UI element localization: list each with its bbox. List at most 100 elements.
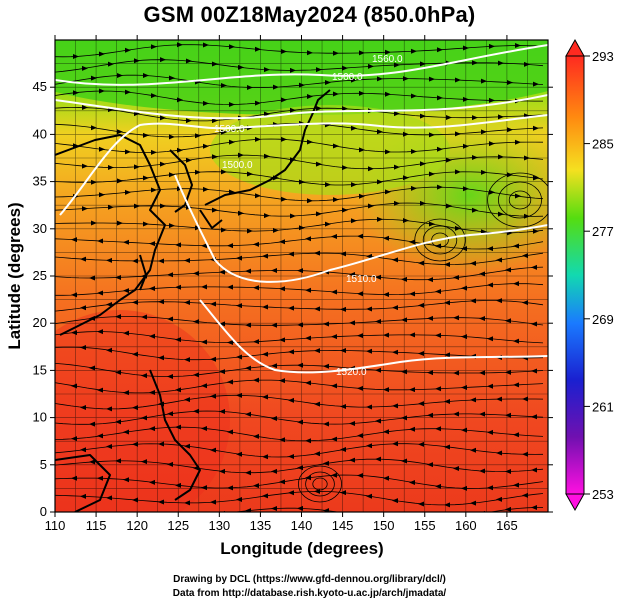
colorbar-tick-label: 277 [592, 224, 614, 239]
wind-arrow [505, 318, 511, 324]
wind-arrow [151, 149, 157, 155]
wind-arrow [401, 518, 407, 523]
wind-arrow [82, 105, 88, 111]
wind-arrow [253, 339, 259, 345]
wind-arrow [160, 57, 166, 63]
map-title: GSM 00Z18May2024 (850.0hPa) [143, 2, 476, 27]
wind-arrow [429, 221, 435, 227]
wind-arrow [453, 411, 459, 417]
wind-arrow [108, 61, 114, 67]
wind-arrow [409, 332, 415, 338]
wind-arrow [273, 84, 279, 90]
credit-data: Data from http://database.rish.kyoto-u.a… [172, 588, 447, 599]
wind-arrow [221, 227, 227, 233]
wind-arrow [247, 228, 253, 234]
wind-arrow [108, 204, 114, 210]
wind-arrow [316, 211, 322, 217]
wind-arrow [435, 332, 441, 338]
wind-arrow [366, 306, 372, 312]
wind-arrow [184, 500, 190, 506]
wind-arrow [349, 271, 355, 277]
wind-arrow [515, 193, 521, 199]
wind-arrow [82, 206, 88, 212]
wind-arrow [195, 133, 201, 139]
colorbar: 293 285 277 269 261 253 [565, 38, 614, 512]
wind-arrow [418, 501, 424, 507]
wind-arrow [125, 89, 131, 95]
coastline-korea [169, 149, 193, 213]
wind-arrow [89, 275, 95, 281]
wind-arrow [227, 429, 233, 435]
wind-arrow [323, 508, 329, 512]
wind-arrow [106, 302, 112, 308]
wind-arrow [184, 258, 190, 264]
wind-arrow [143, 132, 149, 138]
wind-arrow [193, 372, 199, 378]
wind-arrow [359, 147, 365, 153]
wind-arrow [513, 482, 519, 488]
y-tick-label: 45 [33, 79, 47, 94]
wind-arrow [271, 468, 277, 474]
coastline-taiwan [139, 254, 147, 291]
wind-arrow [314, 451, 320, 457]
wind-arrow [383, 292, 389, 298]
wind-arrow [461, 385, 467, 391]
wind-arrow [212, 207, 218, 213]
wind-arrow [80, 447, 86, 453]
wind-arrow [394, 62, 400, 68]
wind-arrow [108, 165, 114, 171]
wind-arrow [288, 454, 294, 460]
wind-arrow [513, 432, 519, 438]
wind-arrow [297, 419, 303, 425]
wind-arrow [531, 467, 537, 473]
wind-arrow [375, 367, 381, 373]
wind-arrow [325, 221, 331, 227]
y-tick-label: 5 [40, 457, 47, 472]
wind-arrow [333, 197, 339, 203]
cool-region-north [55, 40, 548, 115]
wind-arrow [307, 139, 313, 145]
wind-arrow [175, 424, 181, 430]
y-tick-label: 25 [33, 268, 47, 283]
wind-arrow [97, 290, 103, 296]
wind-arrow [82, 163, 88, 169]
wind-arrow [411, 93, 417, 99]
coastline-kyushu [199, 209, 223, 229]
wind-arrow [357, 291, 363, 297]
wind-arrow [212, 154, 218, 160]
wind-arrow [238, 152, 244, 158]
wind-arrow [481, 78, 487, 84]
circulation-swirl [487, 172, 548, 228]
wind-arrow [255, 46, 261, 52]
wind-arrow [195, 169, 201, 175]
wind-arrow [290, 213, 296, 219]
x-tick-label: 110 [45, 518, 66, 533]
wind-arrow [123, 288, 129, 294]
wind-arrow [167, 316, 173, 322]
wind-arrow [507, 127, 513, 133]
wind-arrow [333, 91, 339, 97]
coastline-philippines [149, 369, 201, 501]
wind-arrow [418, 441, 424, 447]
wind-arrow [253, 433, 259, 439]
wind-arrow [219, 369, 225, 375]
wind-arrow [368, 63, 374, 69]
wind-arrow [80, 305, 86, 311]
wind-arrow [359, 193, 365, 199]
wind-arrow [403, 175, 409, 181]
wind-arrow [149, 333, 155, 339]
wind-arrow [383, 332, 389, 338]
wind-arrow [394, 200, 400, 206]
wind-arrow [264, 213, 270, 219]
wind-arrow [236, 451, 242, 457]
wind-arrow [522, 492, 528, 498]
credit-drawing: Drawing by DCL (https://www.gfd-dennou.o… [173, 574, 446, 585]
coastline-borneo [55, 454, 111, 512]
wind-arrow [342, 165, 348, 171]
wind-arrow [446, 114, 452, 120]
wind-arrow [203, 42, 209, 48]
wind-arrow [444, 300, 450, 306]
wind-arrow [201, 425, 207, 431]
wind-arrow [97, 238, 103, 244]
